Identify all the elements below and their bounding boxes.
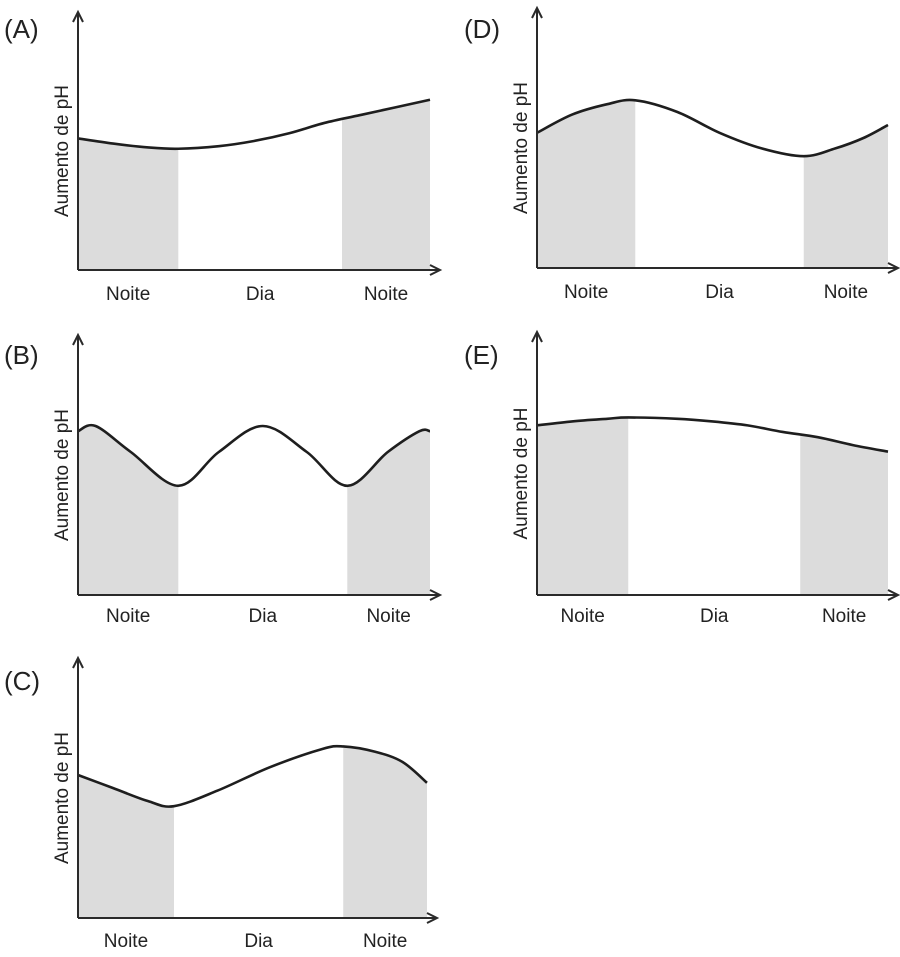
panel-letter: (A) <box>4 14 39 44</box>
y-axis-arrow <box>531 329 543 343</box>
panel-letter: (D) <box>464 14 500 44</box>
y-axis-label: Aumento de pH <box>52 85 73 217</box>
period-label: Noite <box>366 606 410 627</box>
panel-letter: (B) <box>4 340 39 370</box>
ph-curve <box>77 744 428 808</box>
period-label: Dia <box>705 282 734 303</box>
panel-2: (C) Aumento de pH Noite Dia Noite <box>4 655 440 952</box>
period-label: Noite <box>822 606 866 627</box>
period-label: Noite <box>564 282 608 303</box>
period-label: Dia <box>244 931 273 952</box>
night-region-2 <box>800 434 888 595</box>
y-axis-arrow <box>72 9 84 23</box>
ph-curve <box>536 416 889 453</box>
night-region-2 <box>347 429 430 595</box>
night-region-0 <box>78 775 174 918</box>
panel-4: (E) Aumento de pH Noite Dia Noite <box>464 329 900 627</box>
period-label: Noite <box>364 284 408 305</box>
x-axis-arrow <box>426 912 440 924</box>
y-axis-label: Aumento de pH <box>511 82 532 214</box>
period-label: Noite <box>560 606 604 627</box>
y-axis-label: Aumento de pH <box>52 409 73 541</box>
y-axis-arrow <box>72 655 84 669</box>
panel-3: (D) Aumento de pH Noite Dia Noite <box>464 5 900 303</box>
x-axis-arrow <box>887 262 900 274</box>
period-label: Dia <box>249 606 278 627</box>
x-axis-arrow <box>429 589 443 601</box>
x-axis-arrow <box>887 589 900 601</box>
y-axis-label: Aumento de pH <box>511 407 532 539</box>
period-label: Dia <box>246 284 275 305</box>
ph-curve <box>536 98 889 158</box>
night-region-2 <box>803 125 888 268</box>
night-region-2 <box>343 746 427 918</box>
period-label: Dia <box>700 606 729 627</box>
period-label: Noite <box>106 284 150 305</box>
panel-letter: (E) <box>464 340 499 370</box>
x-axis-arrow <box>429 264 443 276</box>
period-label: Noite <box>824 282 868 303</box>
period-label: Noite <box>104 931 148 952</box>
panel-0: (A) Aumento de pH Noite Dia Noite <box>4 9 443 305</box>
period-label: Noite <box>363 931 407 952</box>
night-region-0 <box>78 138 179 270</box>
y-axis-label: Aumento de pH <box>52 732 73 864</box>
night-region-0 <box>537 417 629 595</box>
panel-1: (B) Aumento de pH Noite Dia Noite <box>4 332 443 627</box>
y-axis-arrow <box>531 5 543 19</box>
period-label: Noite <box>106 606 150 627</box>
panel-letter: (C) <box>4 666 40 696</box>
night-region-2 <box>342 99 430 270</box>
night-region-0 <box>537 99 636 268</box>
ph-curve <box>77 423 431 488</box>
ph-curve <box>77 98 431 151</box>
night-region-0 <box>78 425 179 595</box>
y-axis-arrow <box>72 332 84 346</box>
